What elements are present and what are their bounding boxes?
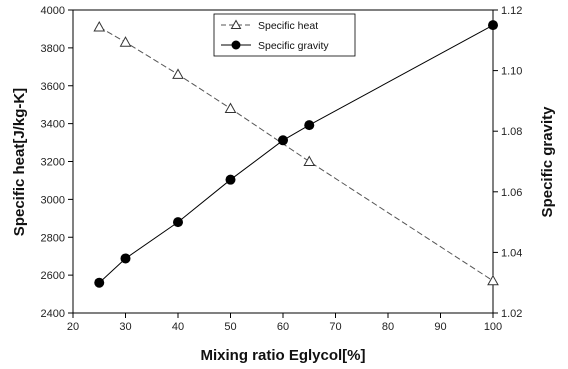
x-tick-label: 90 bbox=[434, 321, 446, 333]
y-tick-label: 3200 bbox=[41, 157, 65, 169]
x-tick-label: 50 bbox=[224, 321, 236, 333]
data-point-specific-heat bbox=[172, 68, 184, 79]
data-point-specific-heat bbox=[303, 155, 316, 166]
legend-label-specific-gravity: Specific gravity bbox=[258, 40, 329, 52]
legend: Specific heat Specific gravity bbox=[213, 13, 356, 57]
y-tick-label: 2400 bbox=[41, 308, 65, 320]
y-tick-label: 2800 bbox=[41, 232, 65, 244]
y-tick-label: 4000 bbox=[41, 5, 65, 17]
y2-tick-label: 1.04 bbox=[501, 247, 522, 259]
series-line-1 bbox=[98, 24, 494, 284]
x-tick-label: 20 bbox=[67, 321, 79, 333]
data-point-specific-gravity bbox=[94, 277, 105, 288]
x-axis-title: Mixing ratio Eglycol[%] bbox=[200, 347, 365, 364]
y-tick-label: 3800 bbox=[41, 43, 65, 55]
y-tick-label: 3600 bbox=[41, 81, 65, 93]
data-point-specific-gravity bbox=[173, 217, 183, 228]
legend-marker-specific-heat bbox=[230, 19, 242, 29]
data-point-specific-gravity bbox=[225, 174, 236, 185]
data-point-specific-gravity bbox=[488, 20, 498, 31]
x-tick-label: 30 bbox=[119, 321, 131, 333]
series-layer bbox=[93, 20, 499, 288]
y-tick-label: 3000 bbox=[41, 194, 65, 206]
data-point-specific-heat bbox=[119, 36, 132, 47]
data-point-specific-heat bbox=[487, 274, 499, 286]
y2-tick-label: 1.10 bbox=[501, 66, 522, 78]
data-point-specific-heat bbox=[93, 21, 106, 32]
x-tick-label: 100 bbox=[484, 321, 502, 333]
legend-label-specific-heat: Specific heat bbox=[258, 20, 318, 32]
legend-marker-specific-gravity bbox=[231, 40, 241, 50]
y-tick-label: 2600 bbox=[41, 270, 65, 282]
data-point-specific-heat bbox=[224, 102, 237, 113]
series-line-0 bbox=[99, 26, 494, 282]
data-point-specific-gravity bbox=[304, 120, 315, 131]
x-tick-label: 40 bbox=[172, 321, 184, 333]
y2-axis-title: Specific gravity bbox=[539, 106, 556, 218]
y-axis-title: Specific heat[J/kg-K] bbox=[11, 88, 28, 236]
x-tick-label: 70 bbox=[329, 321, 341, 333]
x-tick-label: 80 bbox=[382, 321, 394, 333]
data-point-specific-gravity bbox=[278, 135, 288, 146]
y2-tick-label: 1.06 bbox=[501, 187, 522, 199]
y2-tick-label: 1.08 bbox=[501, 126, 522, 138]
y2-tick-label: 1.12 bbox=[501, 5, 522, 17]
data-point-specific-gravity bbox=[120, 253, 131, 264]
ticks: 20 30 40 50 60 70 80 90 100 2400 2600 2800 3000 3200 3… bbox=[41, 5, 523, 333]
y2-tick-label: 1.02 bbox=[501, 308, 522, 320]
y-tick-label: 3400 bbox=[41, 119, 65, 131]
x-tick-label: 60 bbox=[277, 321, 289, 333]
